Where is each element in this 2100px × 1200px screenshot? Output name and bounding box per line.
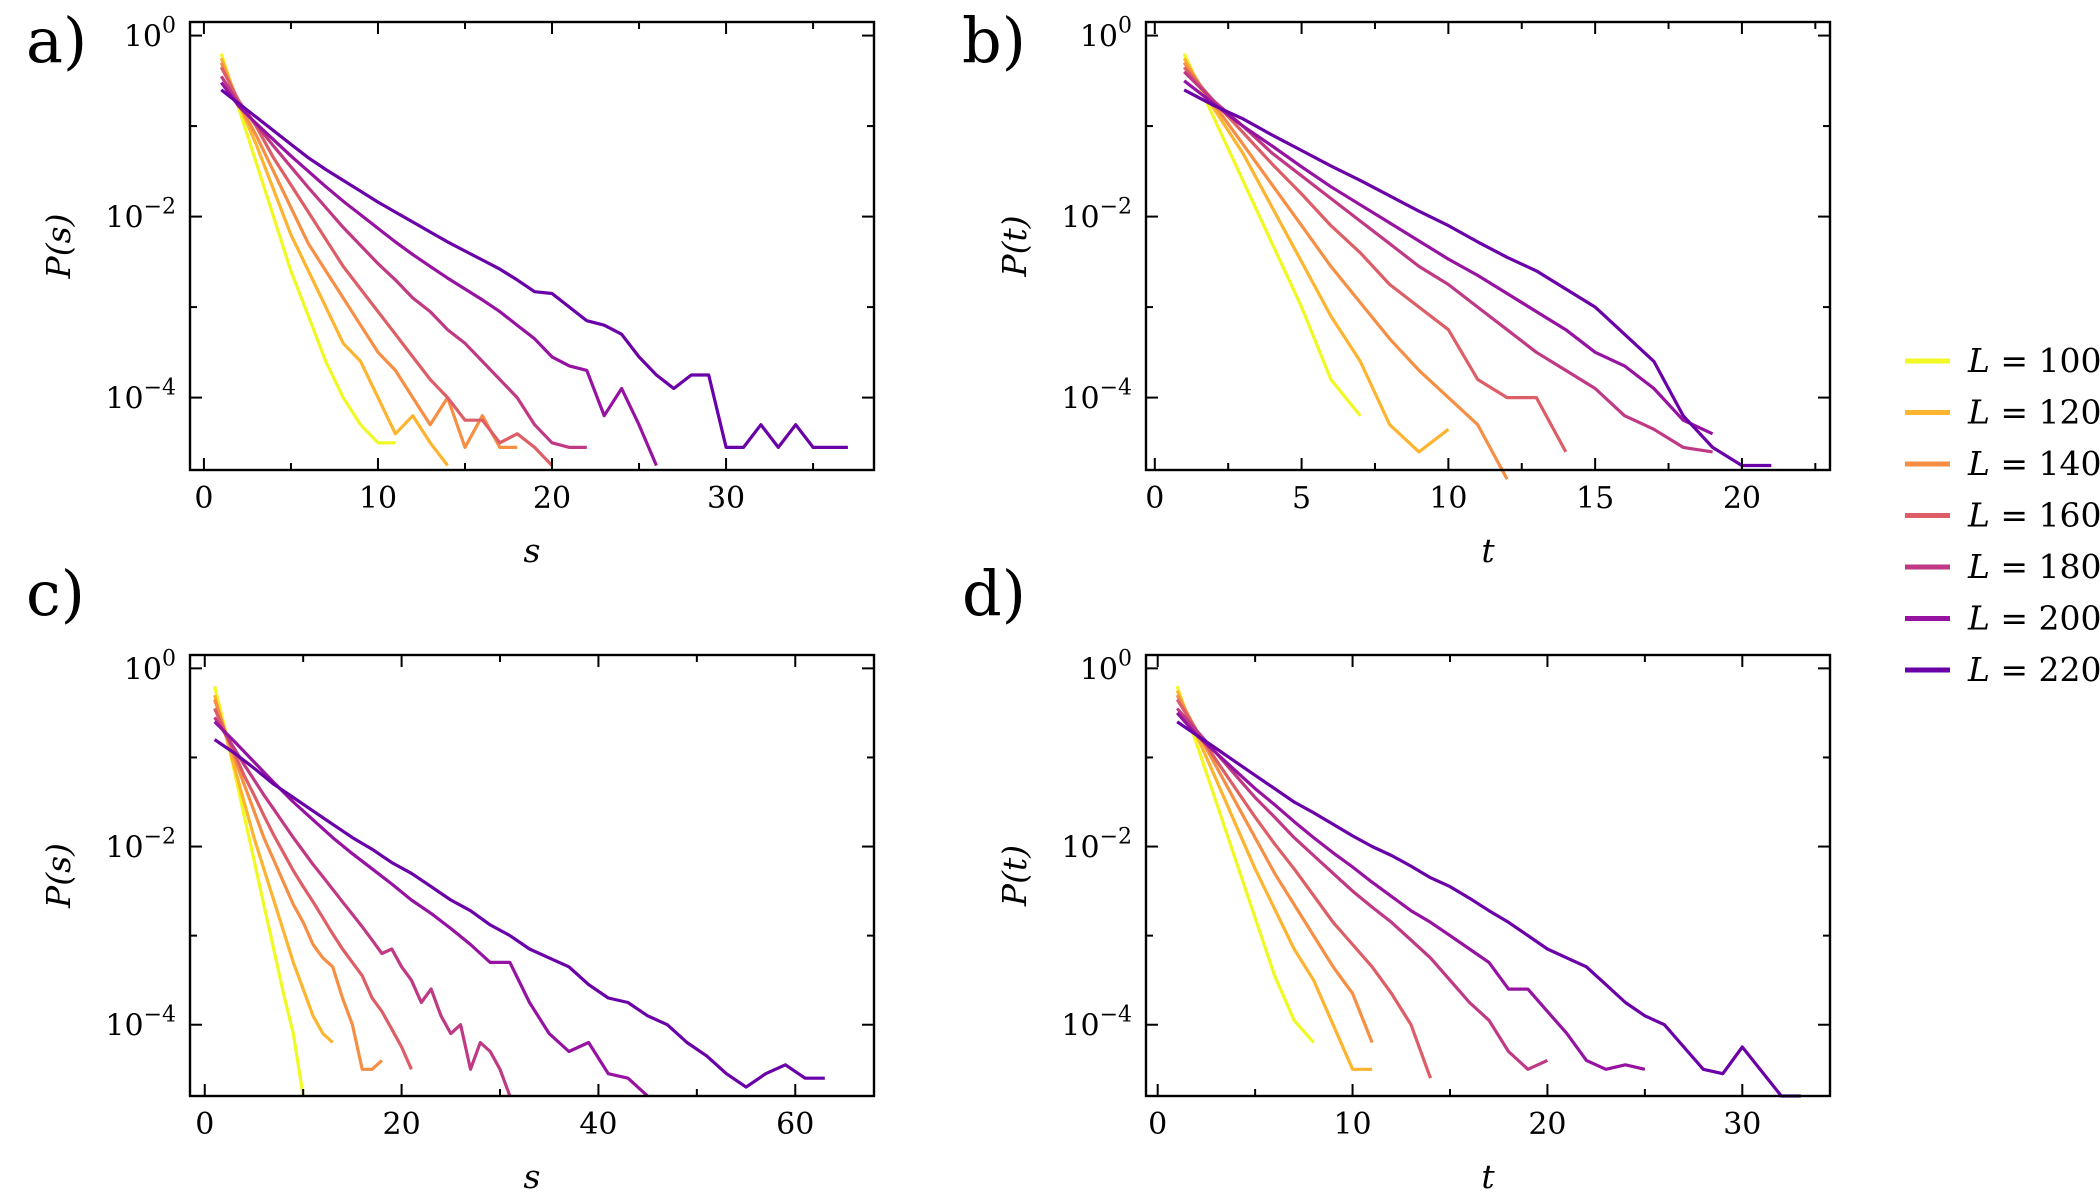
x-tick-label: 60 xyxy=(776,1107,814,1142)
legend-label: L = 180 xyxy=(1967,547,2100,586)
y-axis-label: P(s) xyxy=(39,843,78,909)
y-tick-label: 10−4 xyxy=(1061,376,1132,417)
axes-frame xyxy=(188,20,876,472)
panel-letter: d) xyxy=(962,557,1026,630)
x-tick-label: 0 xyxy=(1148,1107,1167,1142)
y-tick-label: 10−2 xyxy=(1061,825,1132,866)
x-tick-label: 30 xyxy=(707,481,745,516)
x-tick-label: 30 xyxy=(1723,1107,1761,1142)
series-line-L=100 xyxy=(1175,685,1315,1044)
axes-frame xyxy=(188,653,876,1098)
series-line-L=200 xyxy=(220,81,658,467)
y-tick-label: 100 xyxy=(1080,646,1132,687)
series-line-L=180 xyxy=(219,75,587,449)
series-line-L=140 xyxy=(213,698,383,1071)
x-axis-label: s xyxy=(524,1157,541,1196)
y-axis-label: P(t) xyxy=(995,845,1034,907)
series-line-L=120 xyxy=(1182,57,1450,454)
series-line-L=100 xyxy=(219,53,396,445)
axes-frame xyxy=(1144,20,1832,472)
y-tick-label: 10−2 xyxy=(105,195,176,236)
x-tick-label: 10 xyxy=(1333,1107,1371,1142)
legend-label: L = 220 xyxy=(1967,650,2100,689)
series-line-L=140 xyxy=(1175,694,1374,1044)
legend-label: L = 140 xyxy=(1967,444,2100,483)
x-axis-label: t xyxy=(1481,531,1495,570)
panel-letter: b) xyxy=(962,4,1026,77)
panel-letter: c) xyxy=(26,557,85,630)
y-tick-label: 100 xyxy=(124,646,176,687)
y-axis-label: P(t) xyxy=(995,215,1034,277)
series-line-L=120 xyxy=(213,694,334,1044)
x-tick-label: 0 xyxy=(194,481,213,516)
x-axis-label: s xyxy=(524,531,541,570)
legend-label: L = 200 xyxy=(1967,599,2100,638)
y-tick-label: 10−2 xyxy=(1061,195,1132,236)
x-tick-label: 20 xyxy=(383,1107,421,1142)
series-line-L=220 xyxy=(1176,720,1801,1098)
axes-frame xyxy=(1144,653,1832,1098)
x-tick-label: 20 xyxy=(1723,481,1761,516)
legend-label: L = 100 xyxy=(1967,341,2100,380)
series-line-L=160 xyxy=(219,66,554,467)
series-line-L=120 xyxy=(219,57,449,467)
x-tick-label: 20 xyxy=(1528,1107,1566,1142)
series-line-L=160 xyxy=(1175,698,1433,1079)
legend-label: L = 120 xyxy=(1967,393,2100,432)
x-tick-label: 10 xyxy=(1429,481,1467,516)
y-tick-label: 10−4 xyxy=(1061,1003,1132,1044)
x-tick-label: 15 xyxy=(1576,481,1614,516)
legend: L = 100 L = 120 L = 140 L = 160 L = 180 L = 2… xyxy=(1905,341,2100,689)
panel-b: b) 0 5 10 15 20 100 10−2 10−4 t P(t) xyxy=(962,4,1832,570)
series-line-L=200 xyxy=(213,720,649,1098)
x-tick-label: 10 xyxy=(359,481,397,516)
x-axis-label: t xyxy=(1481,1157,1495,1196)
series-line-L=180 xyxy=(1175,707,1549,1071)
series-line-L=220 xyxy=(1183,88,1772,468)
y-axis-label: P(s) xyxy=(39,214,78,280)
y-tick-label: 10−4 xyxy=(105,1003,176,1044)
x-tick-label: 40 xyxy=(579,1107,617,1142)
panel-letter: a) xyxy=(26,4,87,77)
x-tick-label: 0 xyxy=(1145,481,1164,516)
y-tick-label: 10−4 xyxy=(105,376,176,417)
series-line-L=160 xyxy=(213,707,413,1070)
y-tick-label: 100 xyxy=(124,14,176,55)
legend-label: L = 160 xyxy=(1967,496,2100,535)
series-line-L=120 xyxy=(1175,689,1373,1071)
series-line-L=200 xyxy=(1183,79,1714,436)
x-tick-label: 5 xyxy=(1292,481,1311,516)
series-line-L=180 xyxy=(1183,70,1713,454)
panel-c: c) 0 20 40 60 100 10−2 10−4 s P(s) xyxy=(26,557,876,1196)
x-tick-label: 0 xyxy=(195,1107,214,1142)
series-line-L=100 xyxy=(1182,53,1362,417)
series-line-L=200 xyxy=(1175,711,1646,1071)
series-line-L=140 xyxy=(1182,61,1509,480)
series-line-L=160 xyxy=(1182,66,1568,453)
panel-a: a) 0 10 20 30 100 10−2 10−4 s P(s) xyxy=(26,4,876,570)
panel-d: d) 0 10 20 30 100 10−2 10−4 t P(t) xyxy=(962,557,1832,1196)
series-line-L=140 xyxy=(219,62,518,449)
series-line-L=220 xyxy=(213,738,825,1089)
series-line-L=220 xyxy=(220,88,848,449)
y-tick-label: 100 xyxy=(1080,14,1132,55)
x-tick-label: 20 xyxy=(533,481,571,516)
series-line-L=180 xyxy=(213,716,512,1097)
y-tick-label: 10−2 xyxy=(105,825,176,866)
